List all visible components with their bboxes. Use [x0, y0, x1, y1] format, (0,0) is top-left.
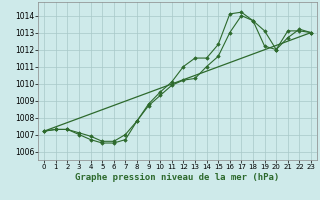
X-axis label: Graphe pression niveau de la mer (hPa): Graphe pression niveau de la mer (hPa): [76, 173, 280, 182]
